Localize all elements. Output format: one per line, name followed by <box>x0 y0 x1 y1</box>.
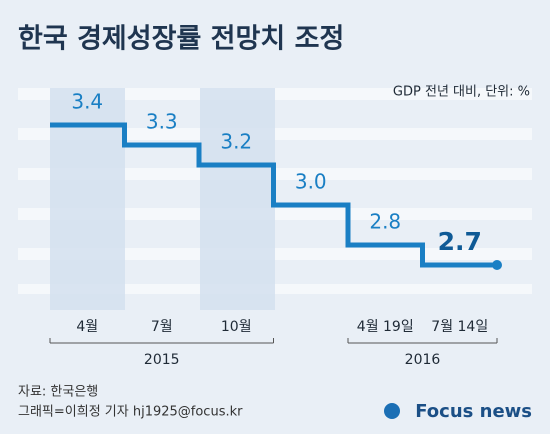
logo: Focus news <box>415 401 532 422</box>
source: 자료: 한국은행 <box>18 384 98 400</box>
x-tick-label: 4월 19일 <box>357 319 414 335</box>
chart-title: 한국 경제성장률 전망치 조정 <box>18 24 344 55</box>
logo-icon <box>384 403 400 419</box>
end-point <box>492 260 502 270</box>
data-label: 2.8 <box>369 210 401 234</box>
x-tick-label: 7월 <box>151 319 173 335</box>
x-tick-label: 4월 <box>76 319 98 335</box>
column-shade <box>50 88 125 310</box>
x-tick-label: 10월 <box>221 319 252 335</box>
unit-note: GDP 전년 대비, 단위: % <box>393 85 530 100</box>
column-shade <box>200 88 275 310</box>
data-label: 3.4 <box>71 90 103 114</box>
credit: 그래픽=이희정 기자 hj1925@focus.kr <box>18 405 243 420</box>
data-label: 3.0 <box>295 170 327 194</box>
year-label: 2016 <box>405 352 441 368</box>
year-label: 2015 <box>144 352 180 368</box>
x-tick-label: 7월 14일 <box>431 319 488 335</box>
data-label: 3.3 <box>146 110 178 134</box>
data-label: 3.2 <box>220 130 252 154</box>
data-label: 2.7 <box>438 227 482 256</box>
